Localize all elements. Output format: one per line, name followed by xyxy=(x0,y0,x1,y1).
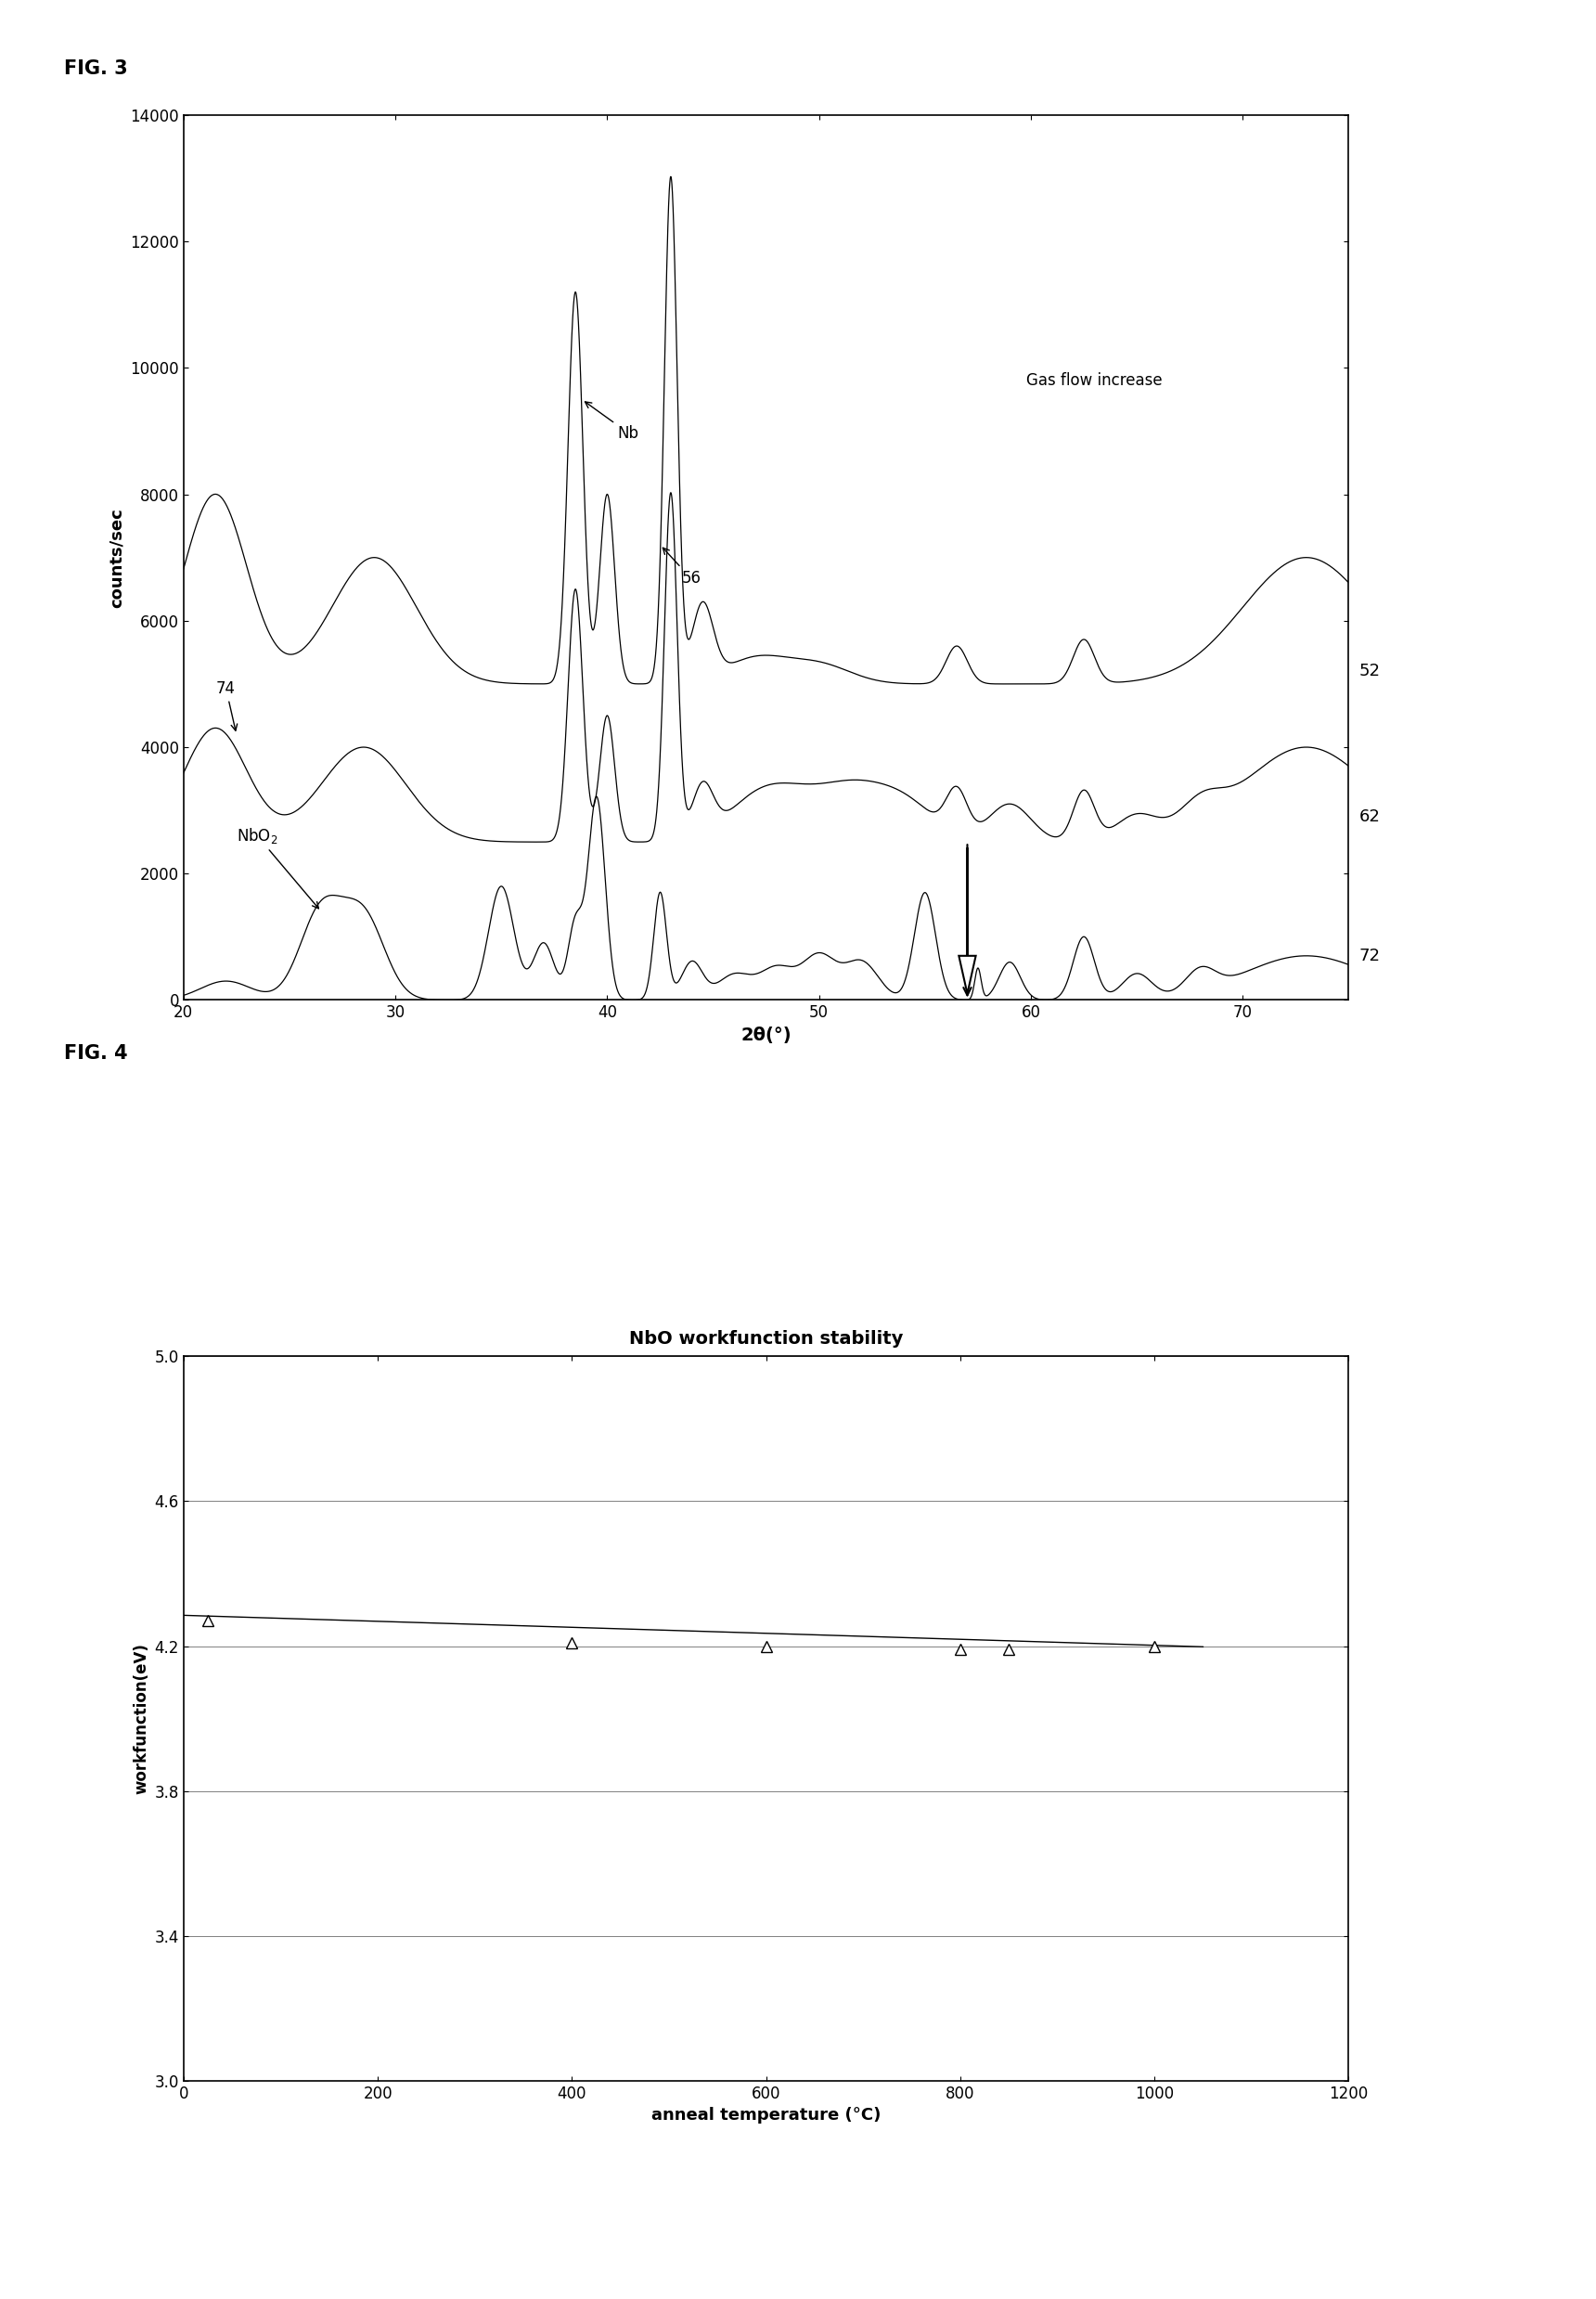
Text: 52: 52 xyxy=(1360,662,1381,681)
Text: Gas flow increase: Gas flow increase xyxy=(1026,372,1162,389)
Title: NbO workfunction stability: NbO workfunction stability xyxy=(629,1329,903,1347)
Text: 56: 56 xyxy=(662,547,701,586)
Polygon shape xyxy=(959,956,975,993)
Text: 74: 74 xyxy=(215,681,238,731)
Text: FIG. 3: FIG. 3 xyxy=(64,60,128,78)
Text: NbO$_2$: NbO$_2$ xyxy=(236,825,319,908)
Text: Nb: Nb xyxy=(586,402,638,441)
Text: 62: 62 xyxy=(1360,809,1381,825)
X-axis label: anneal temperature (°C): anneal temperature (°C) xyxy=(651,2106,881,2124)
Text: 72: 72 xyxy=(1360,947,1381,963)
Y-axis label: counts/sec: counts/sec xyxy=(109,508,124,607)
Y-axis label: workfunction(eV): workfunction(eV) xyxy=(132,1644,150,1793)
Text: FIG. 4: FIG. 4 xyxy=(64,1044,128,1062)
X-axis label: 2θ(°): 2θ(°) xyxy=(741,1025,792,1044)
